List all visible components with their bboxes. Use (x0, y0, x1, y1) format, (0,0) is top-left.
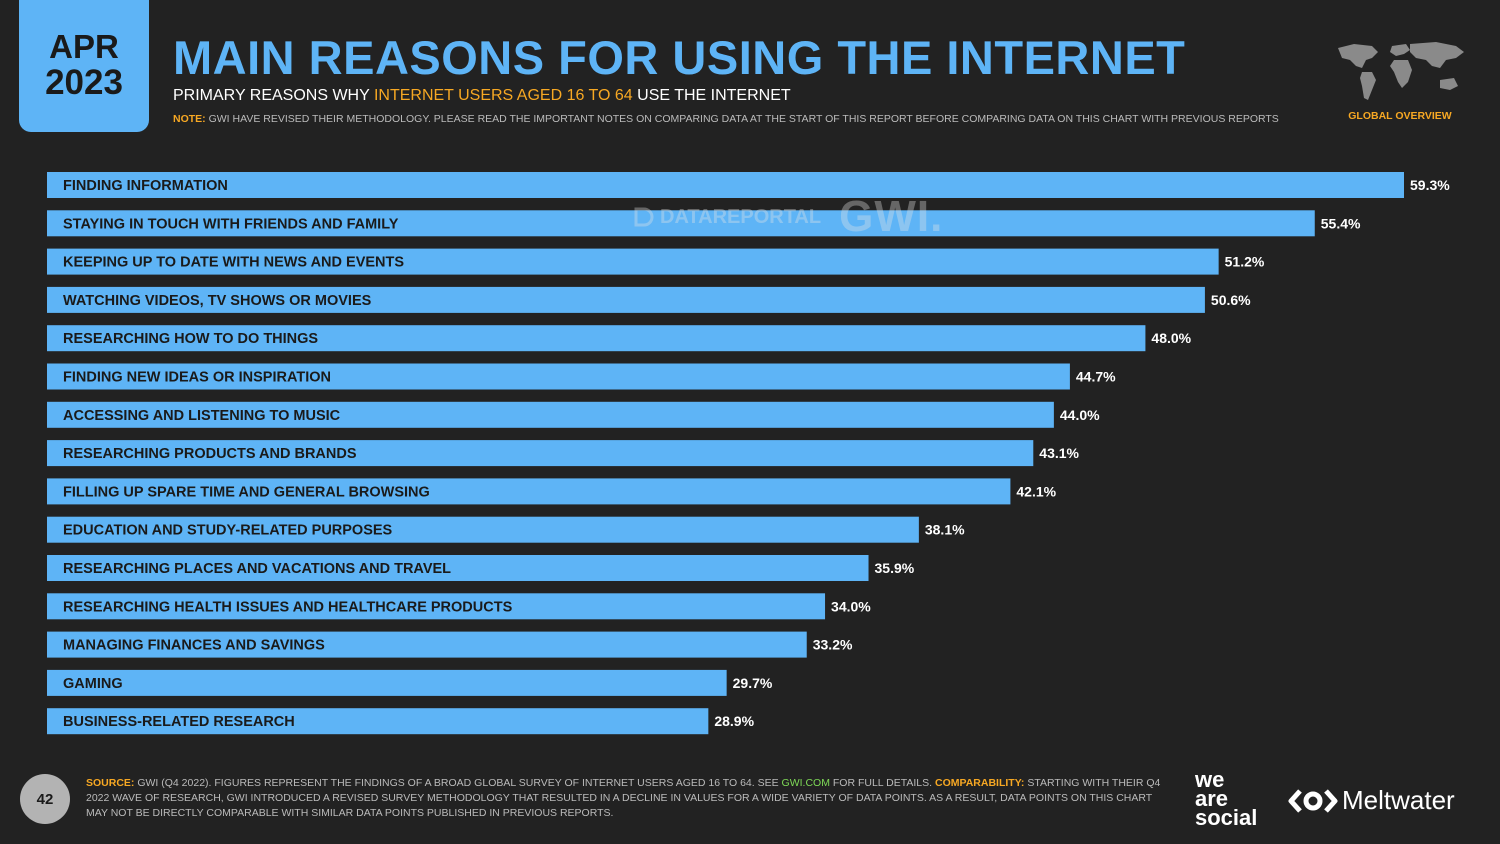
bar (47, 172, 1404, 198)
bar-category-label: RESEARCHING PRODUCTS AND BRANDS (63, 446, 357, 462)
source-text-2: FOR FULL DETAILS. (829, 777, 935, 789)
bar (47, 478, 1011, 505)
logo-are: are (1195, 786, 1229, 811)
bar-category-label: MANAGING FINANCES AND SAVINGS (63, 638, 325, 654)
bar (47, 286, 1205, 313)
bar-category-label: FINDING INFORMATION (63, 178, 228, 194)
note-label: NOTE: (173, 113, 206, 125)
bar-value-label: 43.1% (1039, 445, 1079, 461)
bar-value-label: 50.6% (1211, 292, 1251, 308)
bar-value-label: 48.0% (1151, 330, 1191, 346)
bar-category-label: ACCESSING AND LISTENING TO MUSIC (63, 408, 341, 424)
bar (47, 363, 1070, 390)
bar (47, 325, 1146, 352)
comparability-text: STARTING WITH THEIR Q4 2022 WAVE OF RESE… (86, 777, 1161, 819)
meltwater-logo: Meltwater (1288, 785, 1455, 816)
bar-value-label: 42.1% (1016, 483, 1056, 499)
date-year: 2023 (45, 63, 123, 102)
bar-category-label: FINDING NEW IDEAS OR INSPIRATION (63, 370, 331, 386)
bar (47, 248, 1219, 275)
bar-category-label: BUSINESS-RELATED RESEARCH (63, 714, 295, 730)
note-text: GWI HAVE REVISED THEIR METHODOLOGY. PLEA… (208, 113, 1279, 125)
world-map-icon (1338, 42, 1464, 100)
bar-value-label: 59.3% (1410, 177, 1450, 193)
source-note: SOURCE: GWI (Q4 2022). FIGURES REPRESENT… (86, 776, 1166, 821)
page-title: MAIN REASONS FOR USING THE INTERNET (173, 31, 1186, 84)
bar-category-label: GAMING (63, 676, 123, 692)
bar-value-label: 35.9% (875, 560, 915, 576)
bar-value-label: 34.0% (831, 598, 871, 614)
bar-category-label: RESEARCHING HOW TO DO THINGS (63, 331, 318, 347)
subtitle-post: USE THE INTERNET (632, 87, 791, 104)
bar-category-label: RESEARCHING PLACES AND VACATIONS AND TRA… (63, 561, 451, 577)
bar (47, 708, 709, 735)
logo-we: we (1195, 767, 1225, 792)
subtitle-highlight: INTERNET USERS AGED 16 TO 64 (373, 87, 633, 104)
bar (47, 440, 1034, 467)
we-are-social-logo: we are social (1195, 767, 1258, 830)
source-link[interactable]: GWI.COM (781, 777, 830, 789)
bar-category-label: EDUCATION AND STUDY-RELATED PURPOSES (63, 523, 393, 539)
bar (47, 631, 807, 658)
bar-category-label: STAYING IN TOUCH WITH FRIENDS AND FAMILY (63, 216, 399, 232)
bar-category-label: FILLING UP SPARE TIME AND GENERAL BROWSI… (63, 484, 430, 500)
section-label: GLOBAL OVERVIEW (1348, 110, 1452, 122)
bar-value-label: 28.9% (714, 713, 754, 729)
bar (47, 210, 1315, 237)
date-badge: APR 2023 (19, 0, 149, 132)
bar-category-label: WATCHING VIDEOS, TV SHOWS OR MOVIES (63, 293, 372, 309)
bar-category-label: RESEARCHING HEALTH ISSUES AND HEALTHCARE… (63, 599, 513, 615)
page-number: 42 (20, 774, 70, 824)
bar-value-label: 44.0% (1060, 407, 1100, 423)
comparability-label: COMPARABILITY: (934, 777, 1025, 789)
methodology-note: NOTE: GWI HAVE REVISED THEIR METHODOLOGY… (173, 113, 1279, 125)
subtitle-pre: PRIMARY REASONS WHY (173, 87, 374, 104)
bar (47, 555, 869, 581)
bar-value-label: 29.7% (733, 675, 773, 691)
bar (47, 401, 1054, 428)
source-label: SOURCE: (86, 777, 135, 789)
bar-category-label: KEEPING UP TO DATE WITH NEWS AND EVENTS (63, 255, 404, 271)
bar (47, 669, 727, 696)
bar (47, 593, 826, 620)
bar-value-label: 38.1% (925, 522, 965, 538)
meltwater-icon (1288, 788, 1338, 813)
bar (47, 516, 919, 543)
bar-value-label: 51.2% (1225, 254, 1265, 270)
date-month: APR (49, 28, 119, 65)
bar-value-label: 44.7% (1076, 369, 1116, 385)
source-text-1: GWI (Q4 2022). FIGURES REPRESENT THE FIN… (134, 777, 782, 789)
meltwater-text: Meltwater (1342, 785, 1455, 815)
logo-social: social (1195, 805, 1258, 830)
bar-value-label: 33.2% (813, 637, 853, 653)
bar-value-label: 55.4% (1321, 215, 1361, 231)
page-subtitle: PRIMARY REASONS WHY INTERNET USERS AGED … (173, 87, 791, 105)
